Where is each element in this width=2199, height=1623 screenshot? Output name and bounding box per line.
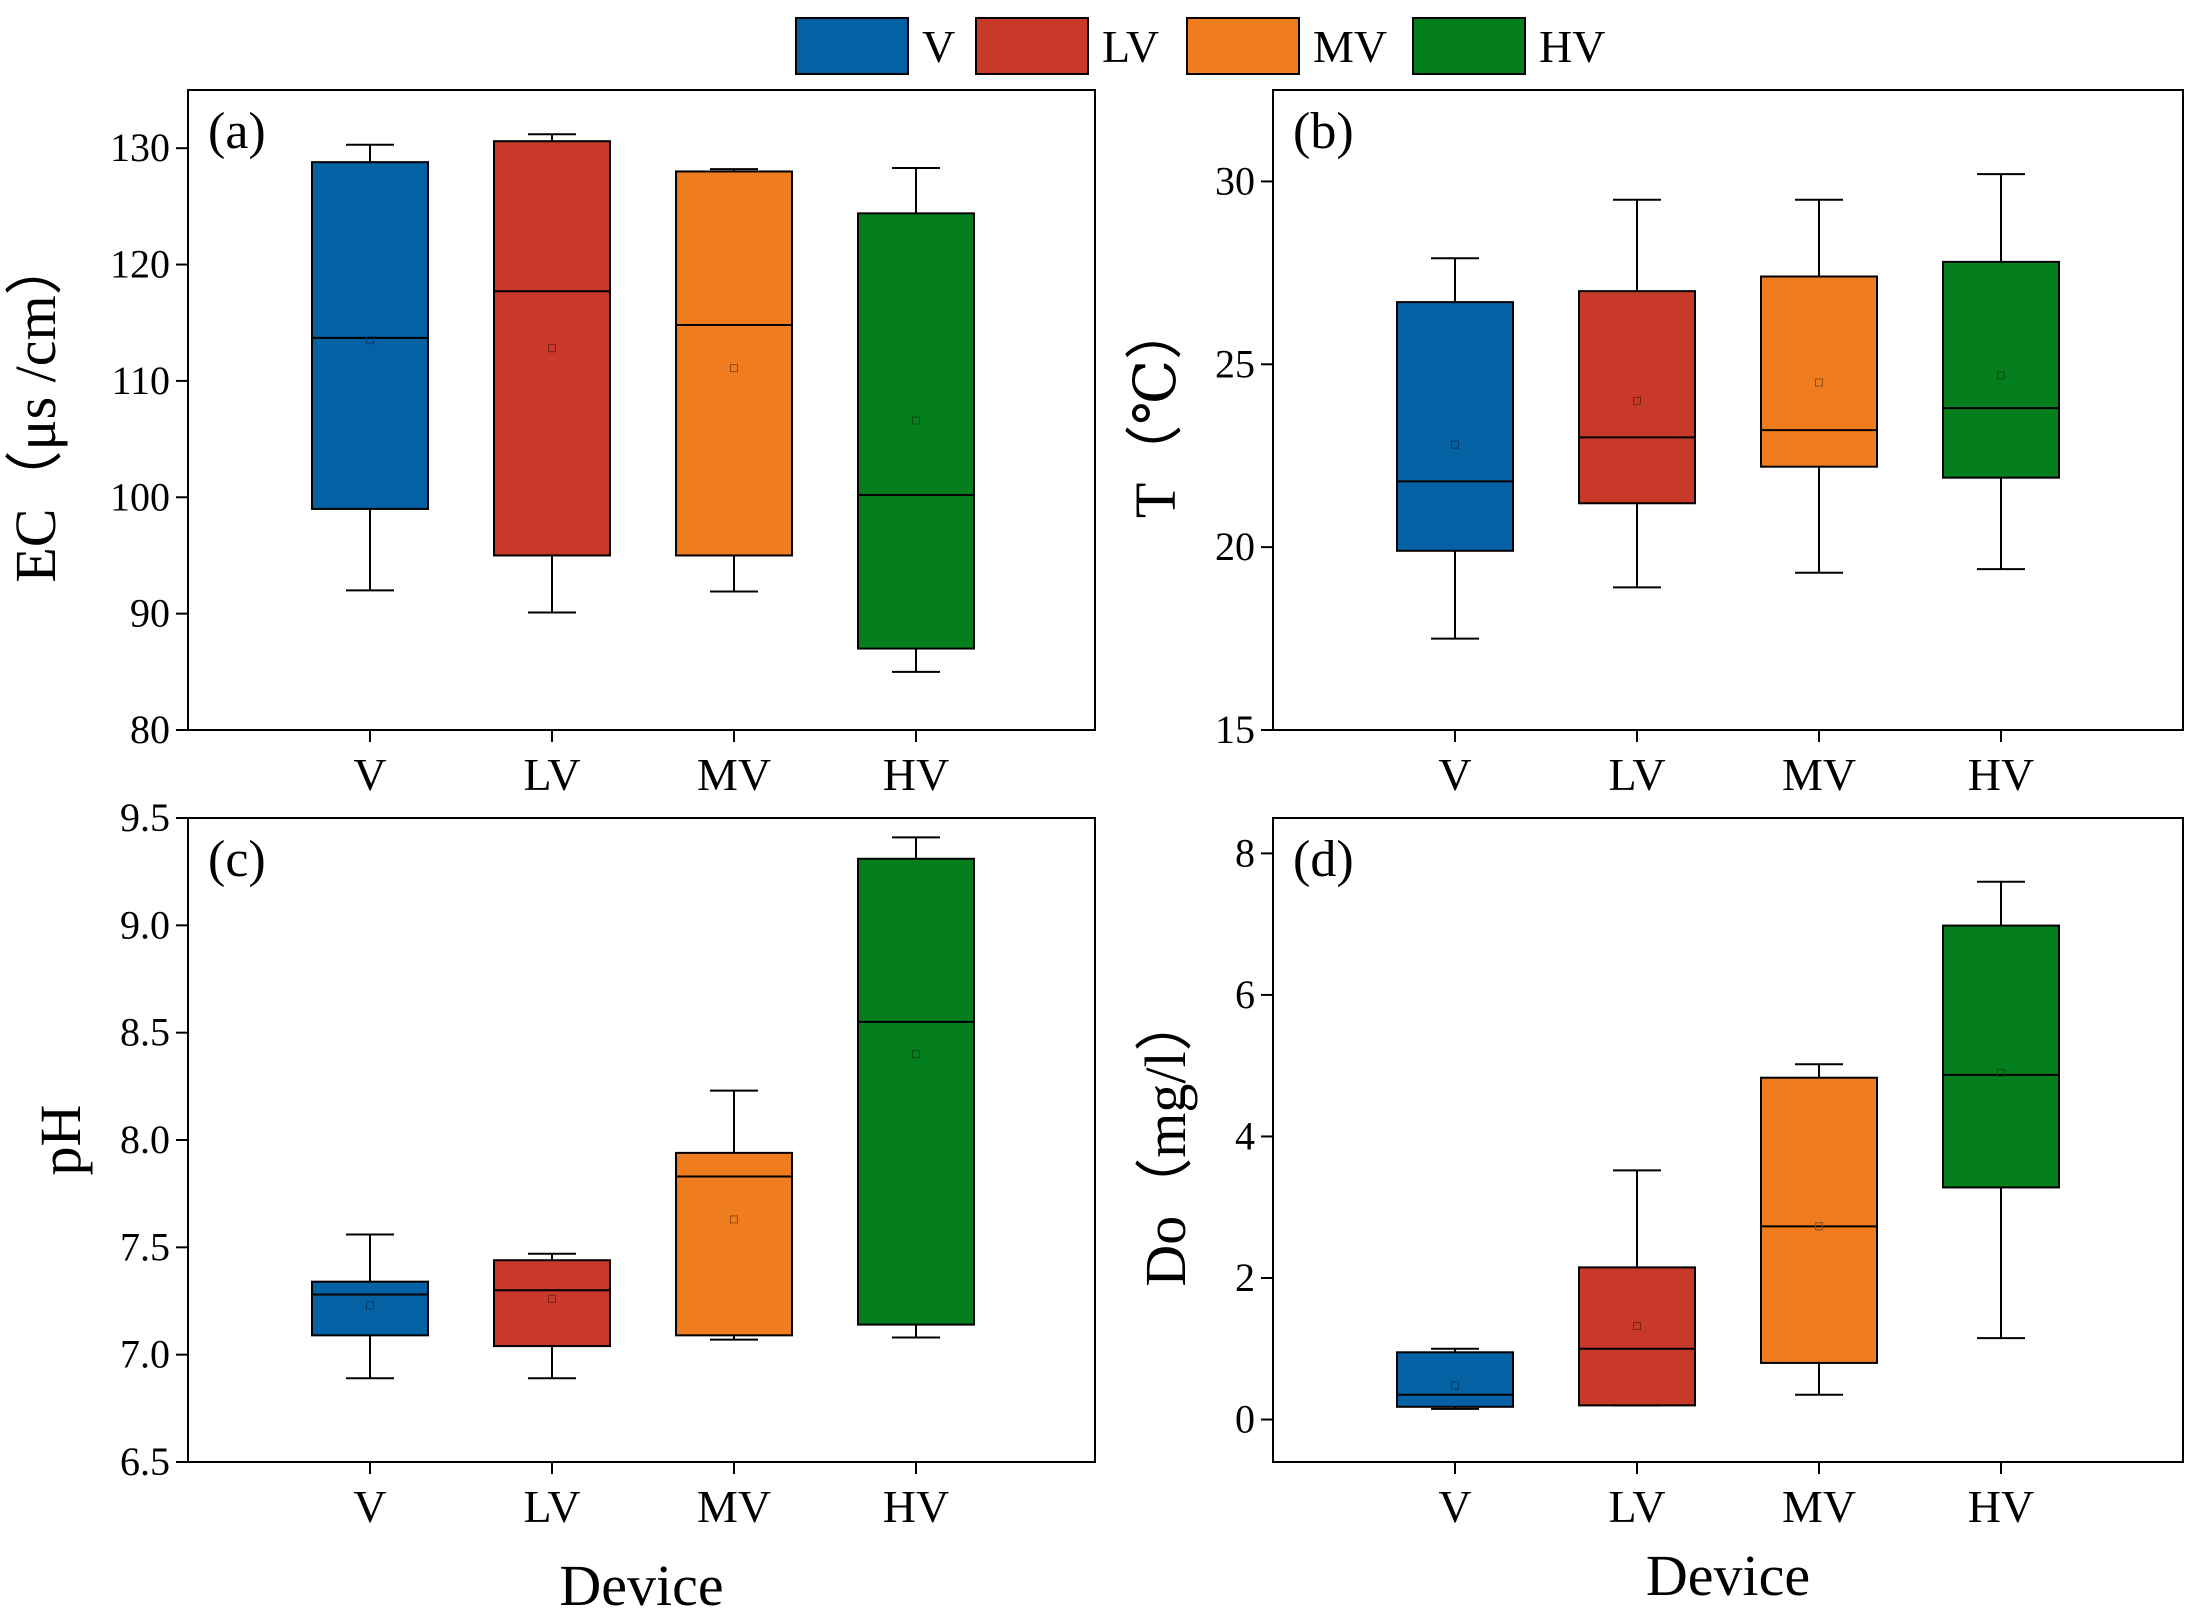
y-tick-label: 20	[1215, 524, 1255, 569]
y-tick-label: 90	[130, 591, 170, 636]
box-v	[1396, 301, 1514, 552]
box-hv	[857, 857, 975, 1326]
panel-d: 0 2 4 6 8 V LV MV HV (d) Do（mg/l） Device	[1133, 817, 2184, 1608]
y-tick-label: 7.5	[120, 1224, 170, 1269]
box-v	[311, 161, 429, 510]
x-tick-label-v: V	[1438, 1481, 1471, 1532]
panel-c: 6.5 7.0 7.5 8.0 8.5 9.0 9.5 V LV MV HV (c) pH Device	[28, 795, 1096, 1618]
y-tick-label: 8	[1235, 830, 1255, 875]
x-tick-label-hv: HV	[1968, 749, 2034, 800]
y-tick-label: 80	[130, 707, 170, 752]
x-axis-title: Device	[1646, 1543, 1810, 1608]
y-tick-label: 100	[110, 474, 170, 519]
box-mv	[675, 170, 793, 557]
mean-marker-hv	[912, 1050, 920, 1059]
x-tick-label-mv: MV	[697, 749, 771, 800]
mean-marker-mv	[1815, 378, 1823, 387]
y-axis-title: pH	[28, 1105, 93, 1176]
mean-marker-v	[366, 1301, 374, 1310]
legend-swatch-mv	[1186, 17, 1300, 75]
mean-marker-lv	[1633, 1322, 1641, 1331]
mean-marker-v	[366, 336, 374, 345]
legend-swatch-lv	[975, 17, 1089, 75]
mean-marker-lv	[548, 1294, 556, 1303]
plot-frame	[187, 89, 1096, 731]
mean-marker-lv	[548, 344, 556, 353]
x-tick-label-v: V	[353, 749, 386, 800]
y-tick-label: 6	[1235, 972, 1255, 1017]
y-tick-label: 0	[1235, 1397, 1255, 1442]
y-axis-title: T（℃）	[1123, 302, 1188, 518]
legend-label-hv: HV	[1539, 21, 1605, 72]
mean-marker-v	[1451, 440, 1459, 449]
mean-marker-mv	[730, 364, 738, 373]
box-lv	[493, 140, 611, 557]
y-axis-title: EC（μs /cm）	[3, 237, 68, 582]
panel-label: (d)	[1293, 831, 1354, 888]
legend: V LV MV HV	[795, 17, 1605, 75]
x-axis-title: Device	[559, 1553, 723, 1618]
y-tick-label: 15	[1215, 707, 1255, 752]
box-lv	[1578, 290, 1696, 505]
x-tick-label-lv: LV	[523, 749, 580, 800]
y-tick-label: 7.0	[120, 1332, 170, 1377]
panel-label: (b)	[1293, 103, 1354, 160]
box-v	[1396, 1351, 1514, 1408]
x-tick-label-hv: HV	[883, 1481, 949, 1532]
y-tick-label: 2	[1235, 1255, 1255, 1300]
y-tick-label: 30	[1215, 158, 1255, 203]
x-tick-label-hv: HV	[883, 749, 949, 800]
y-tick-label: 25	[1215, 341, 1255, 386]
y-tick-label: 8.0	[120, 1117, 170, 1162]
x-tick-label-mv: MV	[1782, 1481, 1856, 1532]
legend-label-mv: MV	[1313, 21, 1387, 72]
panel-a: 80 90 100 110 120 130 V LV MV HV (a) EC（μs /cm）	[3, 89, 1096, 800]
box-hv	[1942, 260, 2060, 479]
y-axis-title: Do（mg/l）	[1133, 993, 1198, 1286]
x-tick-label-lv: LV	[1608, 1481, 1665, 1532]
box-lv	[493, 1259, 611, 1348]
x-tick-label-lv: LV	[1608, 749, 1665, 800]
mean-marker-v	[1451, 1381, 1459, 1390]
legend-swatch-v	[795, 17, 909, 75]
x-tick-label-mv: MV	[697, 1481, 771, 1532]
mean-marker-mv	[1815, 1222, 1823, 1231]
panel-label: (a)	[208, 103, 266, 160]
box-lv	[1578, 1266, 1696, 1407]
legend-label-lv: LV	[1102, 21, 1159, 72]
box-mv	[1760, 1076, 1878, 1364]
mean-marker-hv	[912, 416, 920, 425]
panel-label: (c)	[208, 831, 266, 888]
x-tick-label-v: V	[1438, 749, 1471, 800]
mean-marker-lv	[1633, 396, 1641, 405]
legend-swatch-hv	[1412, 17, 1526, 75]
plot-frame	[1272, 89, 2184, 731]
x-tick-label-lv: LV	[523, 1481, 580, 1532]
y-tick-label: 8.5	[120, 1010, 170, 1055]
plot-frame	[1272, 817, 2184, 1463]
box-hv	[857, 212, 975, 650]
x-tick-label-v: V	[353, 1481, 386, 1532]
y-tick-label: 6.5	[120, 1439, 170, 1484]
y-tick-label: 4	[1235, 1113, 1255, 1158]
y-tick-label: 120	[110, 242, 170, 287]
mean-marker-hv	[1997, 371, 2005, 380]
box-hv	[1942, 924, 2060, 1189]
legend-label-v: V	[922, 21, 955, 72]
mean-marker-mv	[730, 1215, 738, 1224]
y-tick-label: 130	[110, 125, 170, 170]
box-mv	[1760, 275, 1878, 468]
y-tick-label: 110	[111, 358, 170, 403]
y-tick-label: 9.0	[120, 902, 170, 947]
box-mv	[675, 1151, 793, 1337]
x-tick-label-hv: HV	[1968, 1481, 2034, 1532]
mean-marker-hv	[1997, 1068, 2005, 1077]
panel-b: 15 20 25 30 V LV MV HV (b) T（℃）	[1123, 89, 2184, 800]
y-tick-label: 9.5	[120, 795, 170, 840]
x-tick-label-mv: MV	[1782, 749, 1856, 800]
